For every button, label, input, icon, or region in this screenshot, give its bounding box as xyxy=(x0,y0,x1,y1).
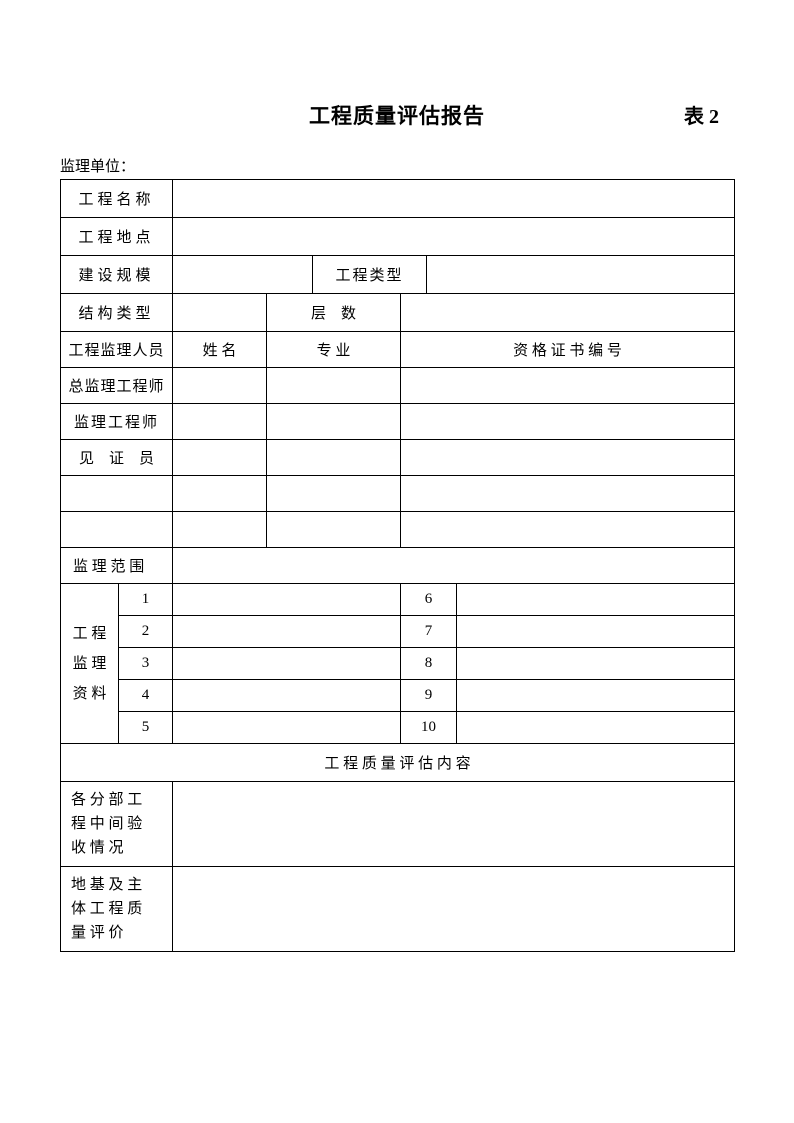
col-cert: 资 格 证 书 编 号 xyxy=(401,332,735,368)
witness-specialty xyxy=(267,440,401,476)
num-3: 3 xyxy=(119,648,173,680)
chief-cert xyxy=(401,368,735,404)
evaluation-form: 工程名称 工程地点 建设规模 工程类型 结构类型 层 数 工程监理人员 姓 名 … xyxy=(60,179,735,952)
value-project-location xyxy=(173,218,735,256)
material-5 xyxy=(173,712,401,744)
chief-name xyxy=(173,368,267,404)
material-9 xyxy=(457,680,735,712)
engineer-cert xyxy=(401,404,735,440)
material-4 xyxy=(173,680,401,712)
label-witness: 见 证 员 xyxy=(61,440,173,476)
num-4: 4 xyxy=(119,680,173,712)
num-1: 1 xyxy=(119,584,173,616)
label-foundation-eval: 地 基 及 主 体 工 程 质 量 评 价 xyxy=(61,867,173,952)
blank-cert-2 xyxy=(401,512,735,548)
num-5: 5 xyxy=(119,712,173,744)
label-project-name: 工程名称 xyxy=(61,180,173,218)
label-engineer: 监理工程师 xyxy=(61,404,173,440)
value-construction-scale xyxy=(173,256,313,294)
value-project-name xyxy=(173,180,735,218)
table-number: 表 2 xyxy=(684,100,719,129)
num-7: 7 xyxy=(401,616,457,648)
engineer-specialty xyxy=(267,404,401,440)
num-2: 2 xyxy=(119,616,173,648)
label-scope: 监 理 范 围 xyxy=(61,548,173,584)
label-chief-engineer: 总监理工程师 xyxy=(61,368,173,404)
label-materials: 工 程 监 理 资 料 xyxy=(61,584,119,744)
value-floors xyxy=(401,294,735,332)
label-structure-type: 结构类型 xyxy=(61,294,173,332)
blank-name-1 xyxy=(173,476,267,512)
material-3 xyxy=(173,648,401,680)
chief-specialty xyxy=(267,368,401,404)
label-supervisors: 工程监理人员 xyxy=(61,332,173,368)
blank-role-2 xyxy=(61,512,173,548)
material-1 xyxy=(173,584,401,616)
value-scope xyxy=(173,548,735,584)
blank-specialty-1 xyxy=(267,476,401,512)
value-structure-type xyxy=(173,294,267,332)
num-9: 9 xyxy=(401,680,457,712)
num-6: 6 xyxy=(401,584,457,616)
blank-name-2 xyxy=(173,512,267,548)
label-project-location: 工程地点 xyxy=(61,218,173,256)
material-7 xyxy=(457,616,735,648)
value-project-type xyxy=(427,256,735,294)
witness-cert xyxy=(401,440,735,476)
material-2 xyxy=(173,616,401,648)
label-project-type: 工程类型 xyxy=(313,256,427,294)
num-8: 8 xyxy=(401,648,457,680)
engineer-name xyxy=(173,404,267,440)
label-partial-acceptance: 各 分 部 工 程 中 间 验 收 情 况 xyxy=(61,782,173,867)
blank-role-1 xyxy=(61,476,173,512)
col-name: 姓 名 xyxy=(173,332,267,368)
blank-cert-1 xyxy=(401,476,735,512)
page-title: 工程质量评估报告 xyxy=(60,100,734,130)
num-10: 10 xyxy=(401,712,457,744)
witness-name xyxy=(173,440,267,476)
supervision-unit-label: 监理单位： xyxy=(60,155,734,176)
material-6 xyxy=(457,584,735,616)
material-10 xyxy=(457,712,735,744)
material-8 xyxy=(457,648,735,680)
label-eval-content: 工 程 质 量 评 估 内 容 xyxy=(61,744,735,782)
label-construction-scale: 建设规模 xyxy=(61,256,173,294)
value-partial-acceptance xyxy=(173,782,735,867)
blank-specialty-2 xyxy=(267,512,401,548)
col-specialty: 专 业 xyxy=(267,332,401,368)
value-foundation-eval xyxy=(173,867,735,952)
label-floors: 层 数 xyxy=(267,294,401,332)
